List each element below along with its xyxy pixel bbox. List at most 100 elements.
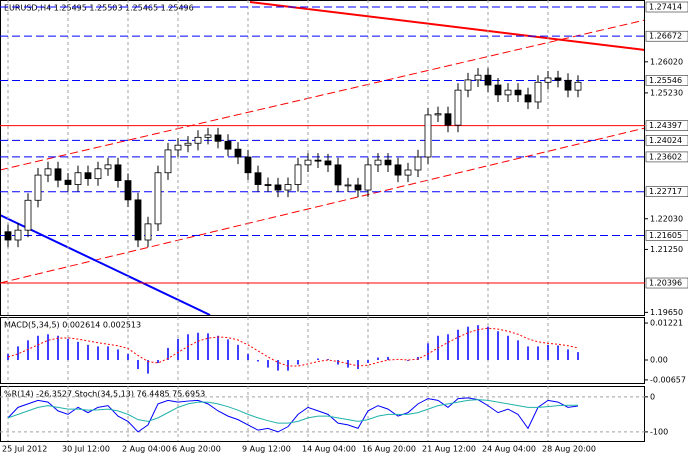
level-label: 1.25546 bbox=[649, 76, 682, 85]
candle-body bbox=[184, 142, 192, 146]
candle-body bbox=[234, 148, 242, 158]
candle-body bbox=[494, 84, 502, 96]
level-label-box bbox=[645, 75, 688, 86]
panel-title: %R(14) -26.3527 Stoch(34,5,13) 76.4485 7… bbox=[4, 390, 205, 399]
level-label: 1.24397 bbox=[649, 121, 682, 130]
level-label-box bbox=[645, 1, 688, 13]
candle-body bbox=[324, 160, 332, 166]
x-tick-label: 16 Aug 20:00 bbox=[362, 445, 416, 454]
x-tick-label: 24 Aug 04:00 bbox=[482, 445, 536, 454]
candle-body bbox=[64, 179, 72, 185]
level-label-box bbox=[645, 120, 688, 131]
candle-body bbox=[374, 159, 382, 166]
drawings bbox=[0, 1, 646, 316]
candle-body bbox=[174, 144, 182, 151]
candle-body bbox=[384, 159, 392, 166]
candle-body bbox=[474, 74, 482, 81]
y-tick-label: -100 bbox=[650, 427, 668, 436]
level-label-box bbox=[645, 151, 688, 163]
candle-body bbox=[364, 164, 372, 191]
candle-body bbox=[134, 199, 142, 241]
macd-panel-frame bbox=[0, 317, 645, 384]
candle-body bbox=[224, 140, 232, 150]
candle-body bbox=[464, 79, 472, 91]
trend-line bbox=[0, 214, 211, 316]
y-tick-label: -0.00657 bbox=[650, 375, 686, 384]
level-label-box bbox=[645, 30, 688, 42]
oscillator-line bbox=[7, 397, 579, 433]
y-tick-label: 1.19650 bbox=[650, 308, 683, 317]
level-label: 1.23602 bbox=[649, 152, 682, 161]
main-panel-frame bbox=[0, 0, 645, 316]
x-tick-label: 2 Aug 04:00 bbox=[122, 445, 171, 454]
y-tick-label: 0.01221 bbox=[650, 319, 683, 328]
candle-body bbox=[414, 156, 422, 171]
candle-body bbox=[104, 164, 112, 170]
candle-body bbox=[144, 223, 152, 241]
candle-body bbox=[294, 164, 302, 185]
candle-body bbox=[4, 231, 12, 241]
level-label: 1.21605 bbox=[649, 231, 682, 240]
candle-body bbox=[524, 94, 532, 103]
candle-body bbox=[264, 184, 272, 186]
candle-body bbox=[24, 199, 32, 231]
candle-body bbox=[94, 168, 102, 180]
panel-title: MACD(5,34,5) 0.002614 0.002513 bbox=[4, 321, 141, 330]
candle-body bbox=[244, 156, 252, 174]
candle-body bbox=[74, 172, 82, 185]
level-label: 1.24024 bbox=[649, 136, 682, 145]
channel-lower bbox=[0, 127, 646, 284]
level-label: 1.27414 bbox=[649, 3, 682, 12]
candle-body bbox=[404, 169, 412, 176]
candle-body bbox=[14, 229, 22, 241]
channel-upper bbox=[0, 19, 646, 171]
level-label-box bbox=[645, 186, 688, 197]
candle-body bbox=[554, 77, 562, 81]
candle-body bbox=[504, 89, 512, 96]
x-tick-label: 14 Aug 04:00 bbox=[302, 445, 356, 454]
candle-body bbox=[84, 172, 92, 180]
level-label: 1.22717 bbox=[649, 187, 682, 196]
candle-body bbox=[344, 184, 352, 187]
level-label-box bbox=[645, 135, 688, 146]
candle-body bbox=[434, 113, 442, 116]
y-tick-label: 1.26020 bbox=[650, 57, 683, 66]
level-label: 1.20396 bbox=[649, 279, 682, 288]
candle-body bbox=[214, 134, 222, 142]
candle-body bbox=[394, 164, 402, 176]
x-tick-label: 30 Jul 12:00 bbox=[62, 445, 110, 454]
x-tick-label: 9 Aug 12:00 bbox=[242, 445, 291, 454]
candle-body bbox=[444, 113, 452, 126]
candle-body bbox=[204, 134, 212, 138]
y-tick-label: 1.21250 bbox=[650, 245, 683, 254]
candle-body bbox=[454, 89, 462, 126]
osc-panel-frame bbox=[0, 386, 645, 442]
x-tick-label: 25 Jul 2012 bbox=[2, 445, 47, 454]
candle-body bbox=[534, 81, 542, 103]
candle-body bbox=[334, 164, 342, 186]
level-label-box bbox=[645, 277, 688, 289]
candle-body bbox=[124, 180, 132, 201]
y-tick-label: 1.22030 bbox=[650, 214, 683, 223]
candle-body bbox=[514, 89, 522, 96]
y-tick-label: 1.25230 bbox=[650, 88, 683, 97]
candle-body bbox=[44, 168, 52, 176]
trend-line bbox=[249, 1, 646, 51]
x-tick-label: 21 Aug 12:00 bbox=[422, 445, 476, 454]
candle-body bbox=[34, 174, 42, 201]
x-tick-label: 6 Aug 20:00 bbox=[172, 445, 221, 454]
candle-body bbox=[354, 184, 362, 191]
candle-body bbox=[544, 77, 552, 83]
y-tick-label: 0.00 bbox=[650, 355, 668, 364]
level-label-box bbox=[645, 230, 688, 241]
candle-body bbox=[484, 74, 492, 86]
candle-body bbox=[54, 168, 62, 181]
candle-body bbox=[304, 159, 312, 166]
candle-body bbox=[424, 114, 432, 158]
candle-body bbox=[284, 184, 292, 191]
candle-body bbox=[154, 172, 162, 225]
x-tick-label: 28 Aug 20:00 bbox=[542, 445, 596, 454]
candle-body bbox=[574, 81, 582, 91]
